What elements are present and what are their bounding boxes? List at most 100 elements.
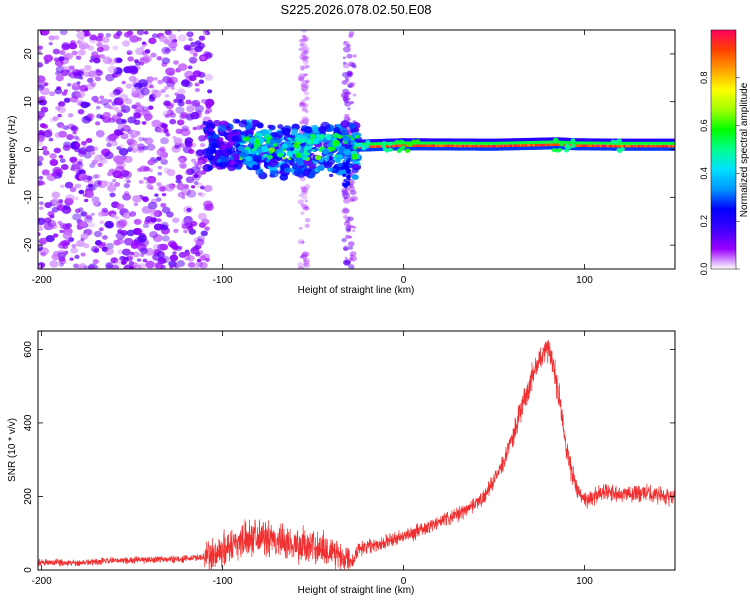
heatmap-cell — [127, 139, 138, 148]
heatmap-cell — [380, 143, 386, 148]
heatmap-cell — [139, 56, 150, 65]
heatmap-cell — [139, 165, 148, 172]
x-tick-label: 0 — [401, 576, 407, 587]
heatmap-cell — [346, 53, 353, 59]
y-tick-label: 20 — [23, 48, 34, 60]
heatmap-cell — [81, 140, 87, 146]
heatmap-cell — [94, 121, 101, 126]
heatmap-cell — [350, 139, 356, 144]
heatmap-cell — [142, 258, 148, 263]
heatmap-cell — [198, 35, 206, 41]
heatmap-cell — [58, 154, 64, 159]
heatmap-cell — [85, 228, 93, 235]
heatmap-cell — [185, 140, 192, 146]
heatmap-cell — [299, 120, 305, 125]
heatmap-cell — [289, 147, 295, 152]
heatmap-cell — [178, 142, 185, 149]
heatmap-cell — [60, 184, 65, 189]
heatmap-cell — [153, 77, 158, 81]
heatmap-cell — [298, 47, 303, 51]
heatmap-cell — [65, 223, 72, 229]
heatmap-cell — [202, 30, 209, 33]
heatmap-cell — [301, 75, 306, 79]
heatmap-cell — [49, 214, 55, 219]
heatmap-cell — [305, 139, 313, 145]
heatmap-cell — [352, 229, 356, 233]
heatmap-cell — [59, 56, 70, 65]
heatmap-cell — [159, 243, 169, 251]
heatmap-cell — [281, 143, 288, 149]
heatmap-cell — [87, 179, 94, 185]
heatmap-cell — [186, 207, 192, 212]
heatmap-cell — [345, 218, 351, 223]
heatmap-cell — [299, 185, 306, 190]
heatmap-cell — [254, 139, 261, 144]
heatmap-cell — [192, 126, 197, 130]
heatmap-cell — [300, 83, 305, 87]
heatmap-cell — [111, 264, 120, 269]
y-tick-label: 200 — [23, 488, 34, 505]
heatmap-cell — [305, 110, 309, 114]
heatmap-cell — [302, 56, 309, 62]
heatmap-cell — [160, 137, 169, 145]
heatmap-cell — [298, 72, 306, 79]
heatmap-cell — [174, 145, 180, 149]
heatmap-cell — [303, 73, 307, 77]
heatmap-cell — [59, 158, 66, 163]
heatmap-cell — [80, 211, 87, 217]
heatmap-cell — [87, 45, 95, 51]
heatmap-cell — [350, 128, 356, 134]
heatmap-cell — [44, 217, 52, 224]
heatmap-cell — [141, 51, 148, 56]
heatmap-cell — [243, 130, 248, 134]
heatmap-cell — [176, 183, 186, 191]
heatmap-cell — [49, 223, 58, 230]
heatmap-cell — [130, 147, 138, 153]
y-tick-label: -20 — [23, 237, 34, 252]
heatmap-cell — [116, 30, 123, 36]
heatmap-cell — [141, 41, 147, 45]
heatmap-cell — [222, 151, 229, 157]
heatmap-cell — [53, 147, 61, 154]
heatmap-cell — [344, 76, 349, 80]
heatmap-cell — [193, 180, 199, 186]
heatmap-cell — [94, 173, 101, 179]
heatmap-cell — [342, 46, 351, 53]
heatmap-cell — [64, 197, 74, 206]
heatmap-cell — [169, 118, 177, 125]
heatmap-cell — [347, 82, 354, 88]
heatmap-cell — [232, 118, 240, 124]
heatmap-cell — [342, 97, 348, 102]
heatmap-cell — [183, 221, 189, 226]
heatmap-cell — [361, 146, 367, 151]
heatmap-cell — [92, 200, 100, 206]
heatmap-cell — [191, 99, 201, 107]
heatmap-cell — [156, 56, 163, 61]
heatmap-cell — [181, 223, 189, 229]
heatmap-cell — [69, 156, 78, 164]
heatmap-cell — [188, 37, 193, 42]
heatmap-cell — [116, 57, 123, 63]
heatmap-cell — [111, 141, 118, 147]
heatmap-cell — [301, 98, 306, 103]
heatmap-cell — [348, 31, 355, 36]
heatmap-cell — [123, 237, 134, 246]
heatmap-cell — [97, 181, 102, 185]
heatmap-cell — [140, 87, 150, 96]
colorbar-tick-label: 0.2 — [699, 215, 709, 228]
heatmap-cell — [314, 154, 322, 161]
heatmap-cell — [304, 73, 309, 76]
heatmap-cell — [74, 196, 79, 201]
heatmap-cell — [113, 239, 121, 246]
heatmap-cell — [135, 102, 141, 107]
heatmap-cell — [128, 75, 137, 82]
heatmap-cell — [172, 217, 180, 224]
heatmap-cell — [92, 174, 99, 179]
snr-x-axis-label: Height of straight line (km) — [298, 585, 415, 596]
heatmap-cell — [108, 58, 117, 65]
heatmap-cell — [355, 143, 361, 148]
heatmap-cell — [128, 211, 137, 217]
heatmap-cell — [352, 54, 357, 58]
heatmap-cell — [149, 231, 158, 239]
heatmap-cell — [294, 167, 304, 176]
